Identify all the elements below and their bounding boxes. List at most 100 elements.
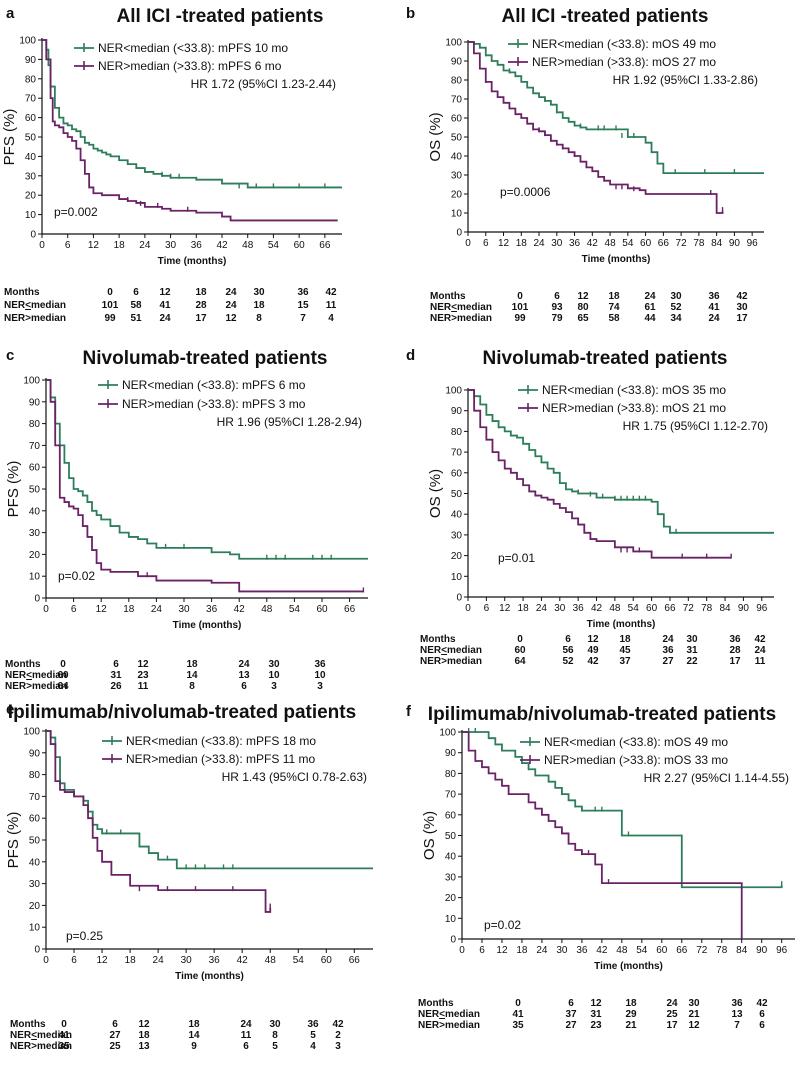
risk-table-cell: 24 [225, 300, 237, 311]
risk-table-cell: 24 [159, 313, 171, 324]
y-tick-label: 90 [25, 55, 37, 66]
x-tick-label: 78 [693, 238, 705, 249]
x-axis-label: Time (months) [173, 620, 242, 631]
y-tick-label: 70 [445, 790, 457, 801]
risk-table-cell: 18 [138, 1030, 150, 1041]
x-tick-label: 84 [736, 945, 748, 956]
risk-table-cell: 6 [241, 681, 247, 692]
risk-table-cell: 25 [109, 1041, 121, 1052]
risk-table-month: 30 [268, 659, 280, 670]
risk-table-header: Months [10, 1019, 46, 1030]
risk-table-cell: 12 [225, 313, 237, 324]
y-tick-label: 90 [445, 748, 457, 759]
risk-table-cell: 44 [644, 313, 656, 324]
risk-table-month: 6 [568, 998, 574, 1009]
x-tick-label: 54 [289, 604, 301, 615]
km-curve-ner-low [468, 389, 774, 534]
risk-table-cell: 49 [587, 645, 599, 656]
risk-table-month: 12 [587, 634, 599, 645]
risk-table-cell: 21 [688, 1009, 700, 1020]
y-tick-label: 50 [451, 133, 463, 144]
risk-table-row-label: NER>median [5, 681, 67, 692]
risk-table-cell: 30 [736, 302, 748, 313]
risk-label-part: median [37, 1030, 72, 1041]
y-tick-label: 0 [30, 230, 36, 241]
y-tick-label: 90 [29, 748, 41, 759]
risk-table-month: 24 [238, 659, 250, 670]
x-tick-label: 66 [319, 240, 331, 251]
x-tick-label: 18 [123, 604, 135, 615]
risk-table-cell: 99 [514, 313, 526, 324]
y-tick-label: 100 [19, 36, 36, 47]
risk-table-cell: 17 [195, 313, 207, 324]
risk-table-cell: 17 [736, 313, 748, 324]
risk-table-row-label: NER>median [4, 313, 66, 324]
y-tick-label: 40 [445, 852, 457, 863]
risk-table-cell: 74 [608, 302, 620, 313]
y-tick-label: 80 [25, 74, 37, 85]
risk-table-month: 36 [731, 998, 743, 1009]
risk-table-month: 0 [517, 634, 523, 645]
risk-table-cell: 3 [271, 681, 277, 692]
risk-table-month: 12 [137, 659, 149, 670]
km-curve-ner-high [46, 379, 364, 593]
y-tick-label: 40 [451, 152, 463, 163]
x-tick-label: 66 [349, 955, 361, 966]
risk-table-cell: 11 [138, 681, 149, 692]
risk-table-month: 0 [60, 659, 66, 670]
y-tick-label: 20 [29, 550, 41, 561]
risk-table-cell: 15 [297, 300, 309, 311]
x-tick-label: 30 [554, 603, 566, 614]
y-tick-label: 30 [445, 872, 457, 883]
y-tick-label: 30 [451, 171, 463, 182]
x-tick-label: 72 [696, 945, 708, 956]
risk-table-header: Months [5, 659, 41, 670]
x-tick-label: 48 [242, 240, 254, 251]
x-tick-label: 30 [181, 955, 193, 966]
x-tick-label: 6 [483, 238, 489, 249]
risk-table-month: 30 [688, 998, 700, 1009]
y-tick-label: 60 [29, 463, 41, 474]
p-value: p=0.01 [498, 551, 535, 565]
hazard-ratio: HR 1.96 (95%CI 1.28-2.94) [217, 415, 362, 429]
risk-label-part: NER [4, 300, 26, 311]
risk-table-cell: 56 [562, 645, 574, 656]
risk-table-cell: 29 [625, 1009, 637, 1020]
panel-e: e Ipilimumab/nivolumab-treated patients 0 1… [0, 700, 400, 1061]
risk-table-cell: 13 [238, 670, 250, 681]
risk-table-month: 30 [269, 1019, 281, 1030]
y-tick-label: 50 [445, 831, 457, 842]
x-tick-label: 66 [344, 604, 356, 615]
risk-table-cell: 13 [731, 1009, 743, 1020]
risk-table-month: 24 [240, 1019, 252, 1030]
x-tick-label: 36 [573, 603, 585, 614]
y-tick-label: 80 [445, 769, 457, 780]
x-tick-label: 48 [609, 603, 621, 614]
risk-table-month: 18 [188, 1019, 200, 1030]
risk-table-cell: 28 [195, 300, 207, 311]
risk-table-cell: 51 [130, 313, 142, 324]
risk-table-cell: 28 [729, 645, 741, 656]
panel-b: b All ICI -treated patients 0 10 20 30 40 50 60 7… [400, 0, 800, 361]
risk-table-month: 24 [662, 634, 674, 645]
y-tick-label: 50 [29, 485, 41, 496]
x-tick-label: 66 [658, 238, 670, 249]
risk-table-month: 18 [625, 998, 637, 1009]
risk-table-cell: 27 [662, 656, 674, 667]
y-tick-label: 10 [445, 914, 457, 925]
y-tick-label: 70 [451, 95, 463, 106]
risk-table-cell: 26 [110, 681, 122, 692]
risk-table-month: 42 [754, 634, 766, 645]
p-value: p=0.02 [58, 569, 95, 583]
x-tick-label: 42 [596, 945, 608, 956]
risk-table-cell: 8 [256, 313, 262, 324]
y-tick-label: 60 [451, 468, 463, 479]
y-tick-label: 10 [25, 210, 37, 221]
y-tick-label: 10 [451, 209, 463, 220]
risk-table-cell: 65 [577, 313, 589, 324]
risk-table-month: 12 [590, 998, 602, 1009]
risk-table-header: Months [420, 634, 456, 645]
risk-table-cell: 60 [57, 670, 69, 681]
risk-table-month: 0 [107, 287, 113, 298]
x-tick-label: 90 [729, 238, 741, 249]
